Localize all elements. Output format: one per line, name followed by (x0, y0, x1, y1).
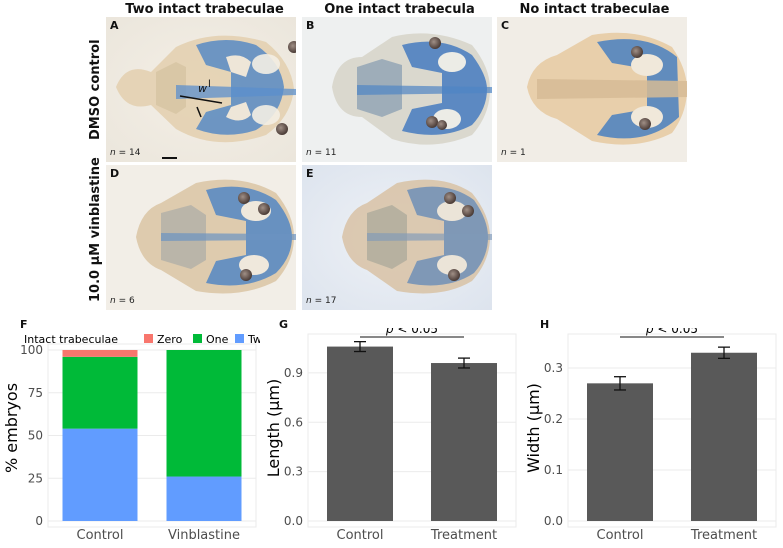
bar-two (62, 428, 138, 521)
photo-label: B (306, 19, 315, 32)
photo-panel-a: w l A n = 14 (106, 17, 296, 162)
photo-panel-e: E n = 17 (302, 165, 492, 310)
x-tick-label: Control (337, 528, 384, 543)
x-tick-label: Vinblastine (168, 528, 240, 543)
row-header-vinblastine: 10.0 μM vinblastine (88, 157, 103, 302)
annotation-w: w (198, 82, 207, 95)
y-tick-label: 0.9 (284, 366, 303, 380)
legend: Intact trabeculae Zero One Two (24, 333, 260, 346)
y-tick-label: 75 (28, 386, 43, 400)
bar-zero (62, 350, 138, 357)
panel-letter-g: G (279, 318, 289, 331)
bar-one (62, 356, 138, 429)
significance-label: p < 0.05 (645, 328, 698, 336)
y-tick-label: 0.0 (544, 514, 563, 528)
chart-f-stacked-bar: Intact trabeculae ZeroOneTwo 0255075100 … (2, 333, 260, 543)
legend-label: Zero (157, 333, 183, 346)
legend-swatch (193, 334, 202, 343)
column-header-two: Two intact trabeculae (125, 2, 284, 17)
y-tick-label: 0.6 (284, 415, 303, 429)
y-tick-label: 0.3 (544, 361, 563, 375)
y-tick-label: 0 (35, 514, 43, 528)
photo-label: E (306, 167, 314, 180)
x-tick-label: Treatment (430, 528, 497, 543)
photo-label: A (110, 19, 119, 32)
sample-count: n = 14 (110, 148, 141, 158)
legend-swatch (144, 334, 153, 343)
legend-swatch (235, 334, 244, 343)
y-tick-label: 0.1 (544, 463, 563, 477)
column-header-one: One intact trabecula (324, 2, 475, 17)
y-tick-label: 0.3 (284, 465, 303, 479)
y-axis-label: % embryos (2, 383, 21, 473)
photo-panel-c: C n = 1 (497, 17, 687, 162)
bar (431, 363, 497, 521)
panel-letter-f: F (20, 318, 28, 331)
bar (587, 383, 653, 521)
y-tick-label: 100 (20, 343, 43, 357)
y-tick-label: 0.2 (544, 412, 563, 426)
bar-two (166, 476, 242, 521)
legend-label: Two (247, 333, 260, 346)
chart-g-length-bar: 0.0 0.3 0.6 0.9 Control Treatment p < 0.05 L… (264, 328, 517, 543)
photo-panel-d: D n = 6 (106, 165, 296, 310)
photo-label: C (501, 19, 510, 32)
photo-panel-b: B n = 11 (302, 17, 492, 162)
sample-count: n = 1 (501, 148, 526, 158)
y-tick-label: 25 (28, 471, 43, 485)
significance-label: p < 0.05 (385, 328, 438, 336)
annotation-l: l (208, 79, 211, 90)
row-header-dmso: DMSO control (88, 39, 103, 140)
chart-h-width-bar: 0.0 0.1 0.2 0.3 Control Treatment p < 0.05 W… (524, 328, 777, 543)
bar-one (166, 350, 242, 477)
column-header-none: No intact trabeculae (519, 2, 670, 17)
x-tick-label: Treatment (690, 528, 757, 543)
legend-title: Intact trabeculae (24, 333, 118, 346)
legend-label: One (206, 333, 229, 346)
sample-count: n = 6 (110, 296, 135, 306)
y-tick-label: 0.0 (284, 514, 303, 528)
bar (327, 346, 393, 521)
y-axis-label: Width (μm) (524, 383, 543, 473)
x-tick-label: Control (597, 528, 644, 543)
photo-label: D (110, 167, 120, 180)
y-tick-label: 50 (28, 429, 43, 443)
sample-count: n = 17 (306, 296, 337, 306)
bar (691, 352, 757, 521)
y-axis-label: Length (μm) (264, 379, 283, 478)
x-tick-label: Control (77, 528, 124, 543)
sample-count: n = 11 (306, 148, 337, 158)
panel-letter-h: H (540, 318, 550, 331)
